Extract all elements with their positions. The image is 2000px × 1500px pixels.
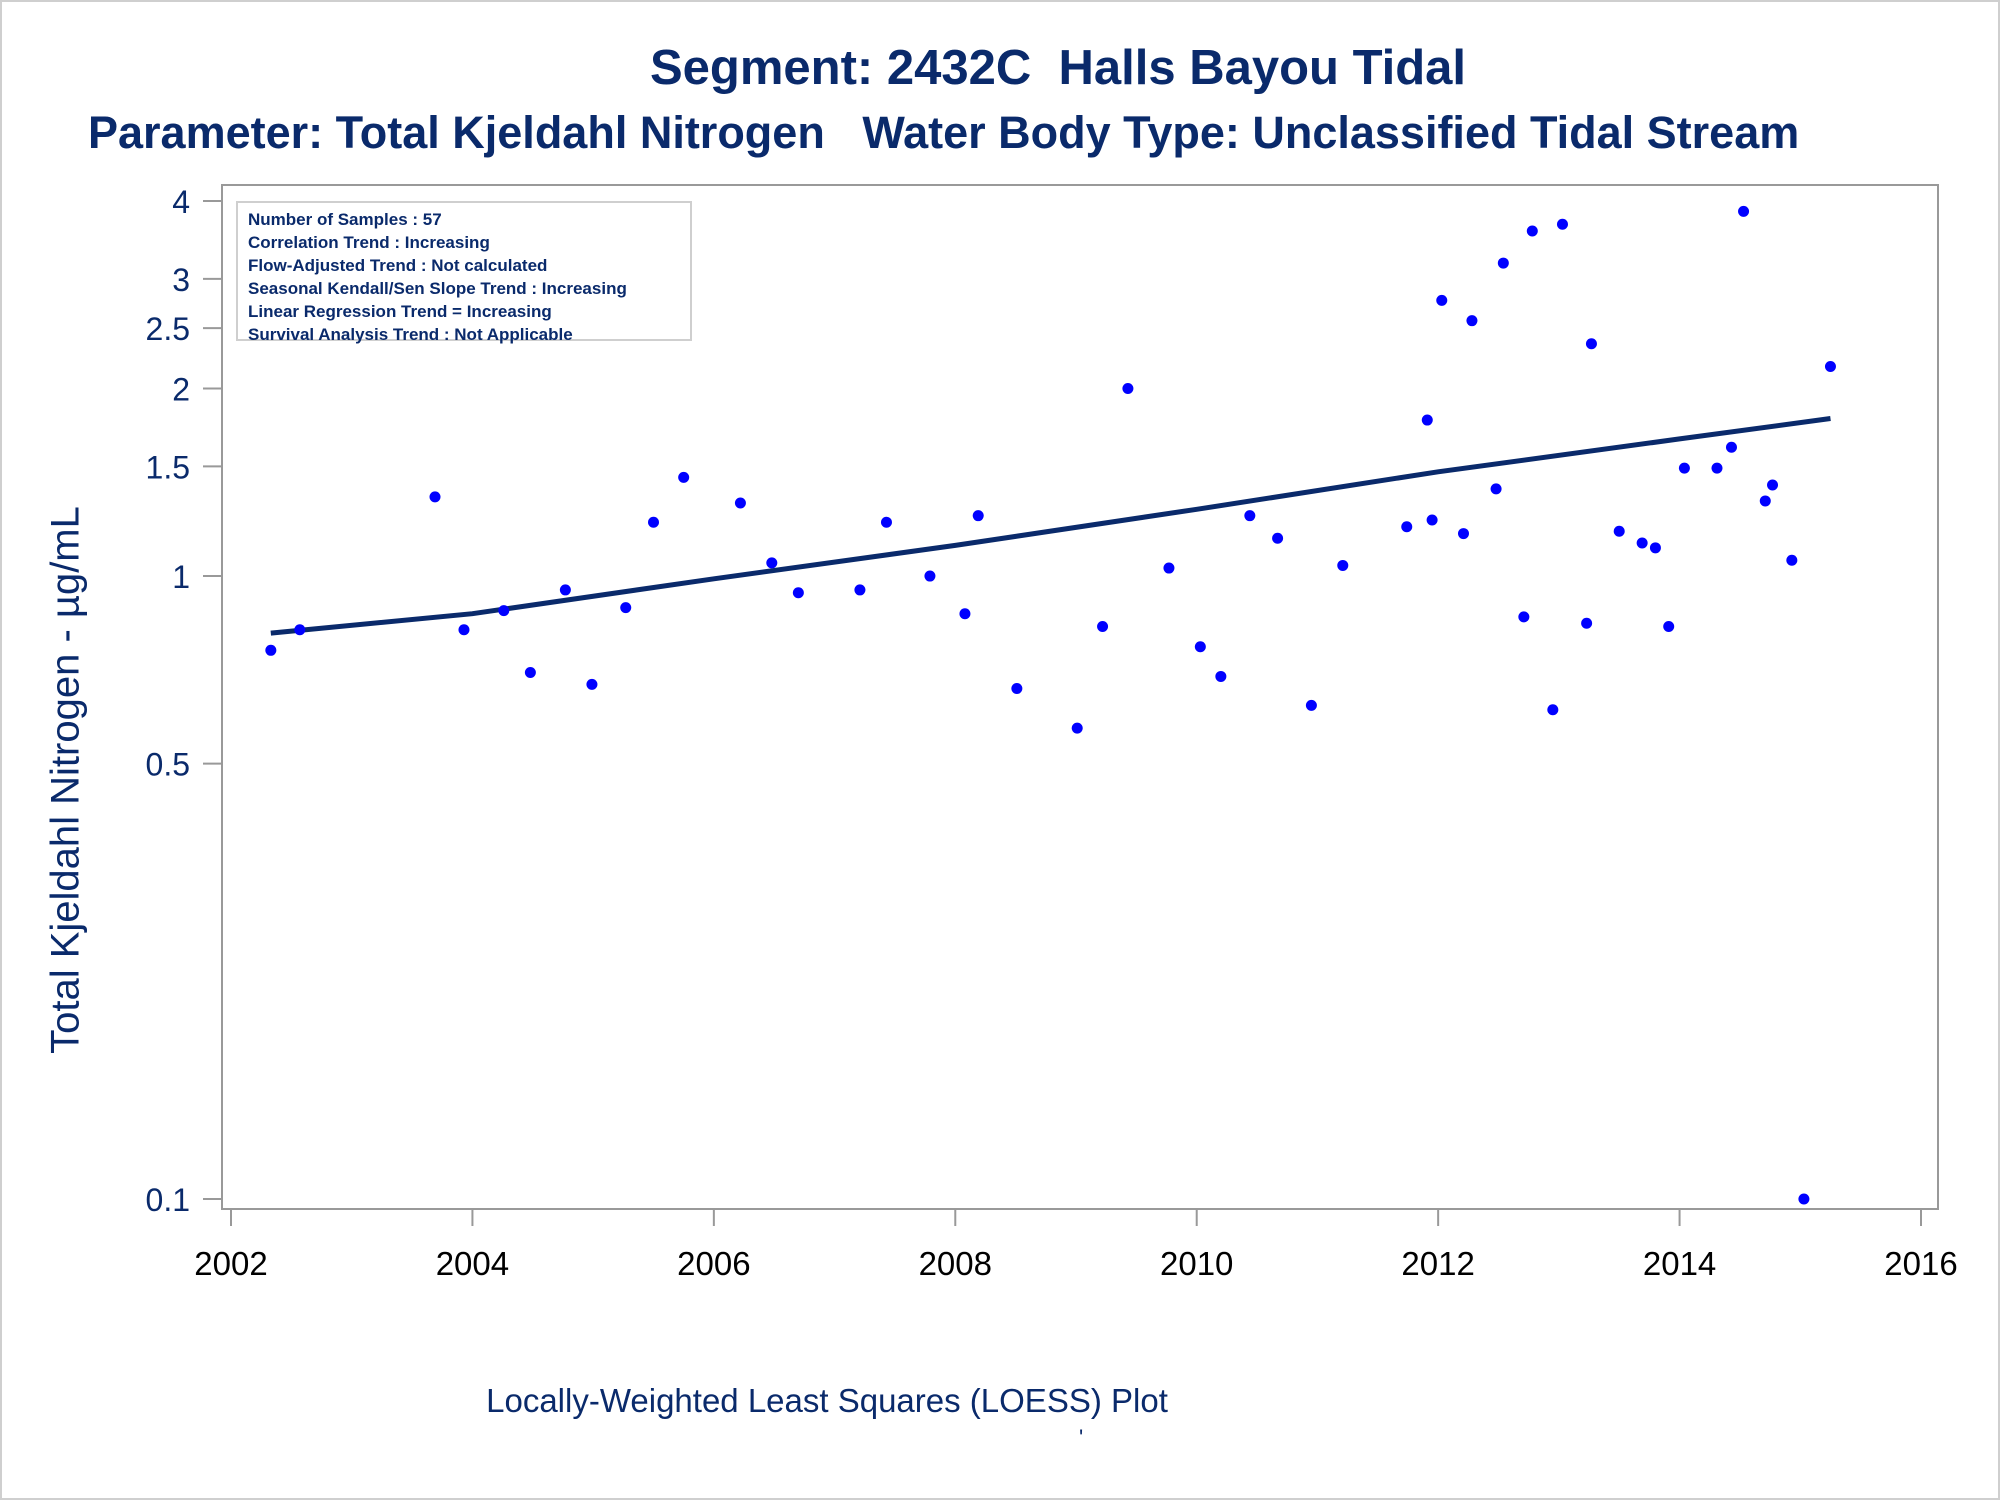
data-point <box>1636 537 1648 549</box>
data-point <box>1071 722 1083 734</box>
data-point <box>959 608 971 620</box>
data-point <box>1466 315 1478 327</box>
data-point <box>1759 495 1771 507</box>
data-point <box>1526 225 1538 237</box>
data-point <box>1786 554 1798 566</box>
x-tick-label: 2006 <box>677 1245 750 1282</box>
x-tick-label: 2012 <box>1401 1245 1474 1282</box>
x-tick-label: 2014 <box>1643 1245 1716 1282</box>
legend-line-flow-adjusted: Flow-Adjusted Trend : Not calculated <box>248 256 548 275</box>
data-point <box>458 624 470 636</box>
y-tick-label: 2.5 <box>146 311 190 347</box>
data-point <box>648 516 659 528</box>
data-point <box>1738 205 1750 217</box>
data-point <box>924 570 936 582</box>
chart-subtitle: Parameter: Total Kjeldahl Nitrogen Water… <box>88 107 1800 158</box>
footnote-mark: ' <box>1079 1425 1084 1450</box>
data-point <box>524 667 536 679</box>
legend-line-seasonal-kendall: Seasonal Kendall/Sen Slope Trend : Incre… <box>248 279 627 298</box>
y-tick-label: 2 <box>172 372 190 408</box>
data-point <box>265 644 277 656</box>
data-point <box>1426 514 1438 526</box>
legend-line-linear-regression: Linear Regression Trend = Increasing <box>248 302 552 321</box>
data-point <box>559 584 571 596</box>
data-point <box>1798 1193 1810 1205</box>
data-point <box>586 678 598 690</box>
data-point <box>1518 611 1530 623</box>
data-point <box>1421 414 1433 426</box>
data-point <box>1649 542 1661 554</box>
data-point <box>1337 559 1349 571</box>
data-point <box>766 557 778 569</box>
data-point <box>1011 682 1023 694</box>
data-point <box>972 510 984 522</box>
data-point <box>678 471 690 483</box>
y-tick-label: 1.5 <box>146 449 190 485</box>
data-point <box>1490 483 1502 495</box>
data-point <box>1401 521 1413 533</box>
data-point <box>1767 479 1779 491</box>
data-point <box>498 605 510 617</box>
legend-line-samples: Number of Samples : 57 <box>248 210 442 229</box>
data-point <box>1194 641 1206 653</box>
y-axis-label: Total Kjeldahl Nitrogen - µg/mL <box>43 506 88 1054</box>
x-axis: 2002 2004 2006 2008 2010 2012 2014 2016 <box>194 1209 1958 1282</box>
x-axis-label: Locally-Weighted Least Squares (LOESS) P… <box>486 1382 1168 1419</box>
data-point <box>1457 528 1469 540</box>
y-tick-label: 0.5 <box>146 747 190 783</box>
x-tick-label: 2010 <box>1160 1245 1233 1282</box>
data-point <box>1556 218 1568 230</box>
data-point <box>1436 294 1448 306</box>
data-point <box>1725 441 1737 453</box>
data-points <box>265 205 1836 1205</box>
data-point <box>294 624 306 636</box>
x-tick-label: 2008 <box>919 1245 992 1282</box>
x-tick-label: 2016 <box>1884 1245 1957 1282</box>
data-point <box>854 584 866 596</box>
y-tick-label: 1 <box>172 559 190 595</box>
data-point <box>1711 462 1723 474</box>
data-point <box>1547 704 1559 716</box>
data-point <box>1585 338 1597 350</box>
y-axis: 0.1 0.5 1 1.5 2 2.5 3 4 <box>146 184 222 1218</box>
chart-title: Segment: 2432C Halls Bayou Tidal <box>650 41 1467 95</box>
legend-line-survival: Survival Analysis Trend : Not Applicable <box>248 325 573 344</box>
data-point <box>1613 525 1625 537</box>
data-point <box>1678 462 1690 474</box>
data-point <box>1305 699 1317 711</box>
data-point <box>1215 670 1227 682</box>
y-tick-label: 4 <box>172 184 190 220</box>
data-point <box>1272 532 1284 544</box>
y-tick-label: 3 <box>172 262 190 298</box>
data-point <box>620 602 632 614</box>
data-point <box>1497 257 1509 269</box>
data-point <box>429 491 441 503</box>
data-point <box>1663 620 1675 632</box>
data-point <box>1163 562 1175 574</box>
data-point <box>1122 383 1134 395</box>
stats-legend: Number of Samples : 57 Correlation Trend… <box>236 201 692 344</box>
x-tick-label: 2004 <box>436 1245 509 1282</box>
data-point <box>1581 617 1593 629</box>
data-point <box>1244 510 1256 522</box>
plot-frame <box>221 184 1939 1210</box>
y-tick-label: 0.1 <box>146 1182 190 1218</box>
data-point <box>734 497 746 509</box>
legend-line-correlation: Correlation Trend : Increasing <box>248 233 490 252</box>
trend-line <box>270 416 1831 636</box>
data-point <box>792 587 804 599</box>
x-tick-label: 2002 <box>194 1245 267 1282</box>
data-point <box>1824 360 1836 372</box>
data-point <box>1097 620 1109 632</box>
data-point <box>880 516 892 528</box>
